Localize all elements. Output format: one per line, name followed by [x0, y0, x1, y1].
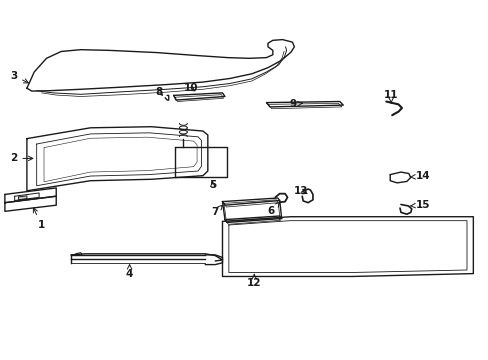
Text: 13: 13: [293, 186, 307, 196]
Text: 10: 10: [183, 83, 198, 93]
Text: 14: 14: [409, 171, 429, 181]
Text: 8: 8: [155, 87, 162, 97]
Polygon shape: [19, 196, 27, 200]
Text: 15: 15: [409, 200, 429, 210]
Text: 9: 9: [289, 99, 302, 109]
Text: 5: 5: [209, 180, 216, 190]
Text: 3: 3: [10, 71, 28, 83]
Text: 4: 4: [125, 265, 133, 279]
Text: 7: 7: [211, 205, 222, 217]
Text: 1: 1: [33, 208, 45, 230]
Text: 2: 2: [10, 153, 33, 163]
Text: 11: 11: [383, 90, 398, 103]
Text: 6: 6: [267, 202, 280, 216]
Text: 12: 12: [246, 274, 261, 288]
